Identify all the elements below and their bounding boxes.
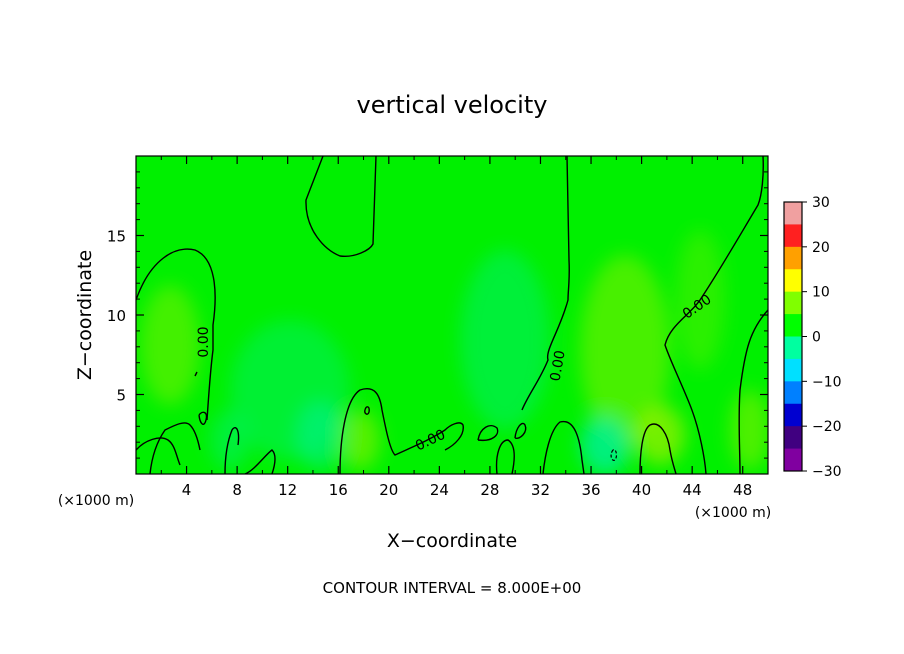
contour-line — [521, 156, 570, 411]
x-unit-right: (×1000 m) — [695, 505, 771, 521]
contour-label: 0.00 — [548, 349, 569, 382]
downdraft-region — [460, 250, 550, 430]
chart-title: vertical velocity — [357, 91, 548, 119]
contour-interval-note: CONTOUR INTERVAL = 8.000E+00 — [323, 579, 582, 597]
downdraft-region — [580, 415, 630, 474]
updraft-region — [635, 405, 685, 465]
contour-line — [244, 449, 276, 474]
x-axis-label: X−coordinate — [387, 530, 517, 552]
contour-line — [477, 424, 499, 442]
x-tick-label: 24 — [430, 481, 449, 499]
plot-area: 0.000.000.000.00 — [136, 156, 768, 474]
colorbar-segment — [784, 291, 802, 315]
colorbar-segment — [784, 336, 802, 360]
y-axis: 5 10 15 — [107, 171, 768, 459]
contour-line — [305, 156, 377, 258]
x-unit-left: (×1000 m) — [58, 493, 134, 509]
colorbar-segment — [784, 224, 802, 248]
contour-line — [610, 449, 618, 461]
contour-line — [136, 437, 181, 466]
colorbar-segment — [784, 381, 802, 405]
x-tick-label: 4 — [182, 481, 192, 499]
colorbar-tick-label: 20 — [812, 240, 830, 256]
colorbar-tick-label: −10 — [812, 374, 842, 390]
contour-line — [194, 371, 198, 377]
colorbar-segment — [784, 269, 802, 293]
colorbar-tick-label: 0 — [812, 330, 821, 346]
contour-line — [339, 388, 464, 474]
contour-line — [738, 309, 768, 474]
contour-line — [198, 411, 208, 426]
x-tick-label: 48 — [733, 481, 752, 499]
contour-line — [495, 439, 515, 474]
contour-line — [224, 427, 240, 474]
colorbar-segment — [784, 246, 802, 270]
colorbar-tick-label: −20 — [812, 419, 842, 435]
y-tick-label: 10 — [107, 307, 126, 325]
field-shading — [140, 230, 768, 474]
y-tick-label: 5 — [116, 387, 126, 405]
x-tick-label: 44 — [683, 481, 702, 499]
x-tick-label: 8 — [232, 481, 242, 499]
x-axis: 4 8 12 16 20 24 28 32 36 40 44 48 — [160, 156, 752, 499]
colorbar-segment — [784, 358, 802, 382]
colorbar-segment — [784, 448, 802, 472]
contour-line — [136, 248, 216, 421]
contour-labels: 0.000.000.000.00 — [196, 292, 714, 455]
x-tick-label: 16 — [329, 481, 348, 499]
x-tick-label: 12 — [278, 481, 297, 499]
contour-line — [364, 406, 370, 415]
colorbar-segment — [784, 314, 802, 337]
updraft-region — [580, 255, 670, 445]
x-tick-label: 40 — [632, 481, 651, 499]
colorbar-segment — [784, 202, 802, 225]
colorbar-segment — [784, 403, 802, 427]
contour-label: 0.00 — [196, 326, 212, 357]
downdraft-region — [210, 410, 250, 470]
contour-line — [542, 420, 585, 474]
colorbar-tick-label: 10 — [812, 285, 830, 301]
contour-line — [639, 423, 677, 474]
colorbar: 30 20 10 0 −10 −20 −30 — [783, 195, 842, 480]
contour-line — [149, 422, 201, 474]
x-tick-label: 36 — [581, 481, 600, 499]
y-axis-label: Z−coordinate — [74, 250, 96, 380]
x-tick-label: 20 — [379, 481, 398, 499]
colorbar-tick-label: −30 — [812, 464, 842, 480]
updraft-region — [140, 285, 200, 405]
updraft-region — [340, 410, 380, 470]
colorbar-tick-label: 30 — [812, 195, 830, 211]
colorbar-segment — [784, 426, 802, 450]
negative-contours — [610, 449, 618, 461]
y-tick-label: 15 — [107, 228, 126, 246]
contour-line — [514, 422, 527, 439]
x-tick-label: 28 — [480, 481, 499, 499]
x-tick-label: 32 — [531, 481, 550, 499]
zero-contours — [136, 156, 768, 474]
downdraft-region — [295, 400, 345, 470]
contour-line — [664, 156, 764, 474]
